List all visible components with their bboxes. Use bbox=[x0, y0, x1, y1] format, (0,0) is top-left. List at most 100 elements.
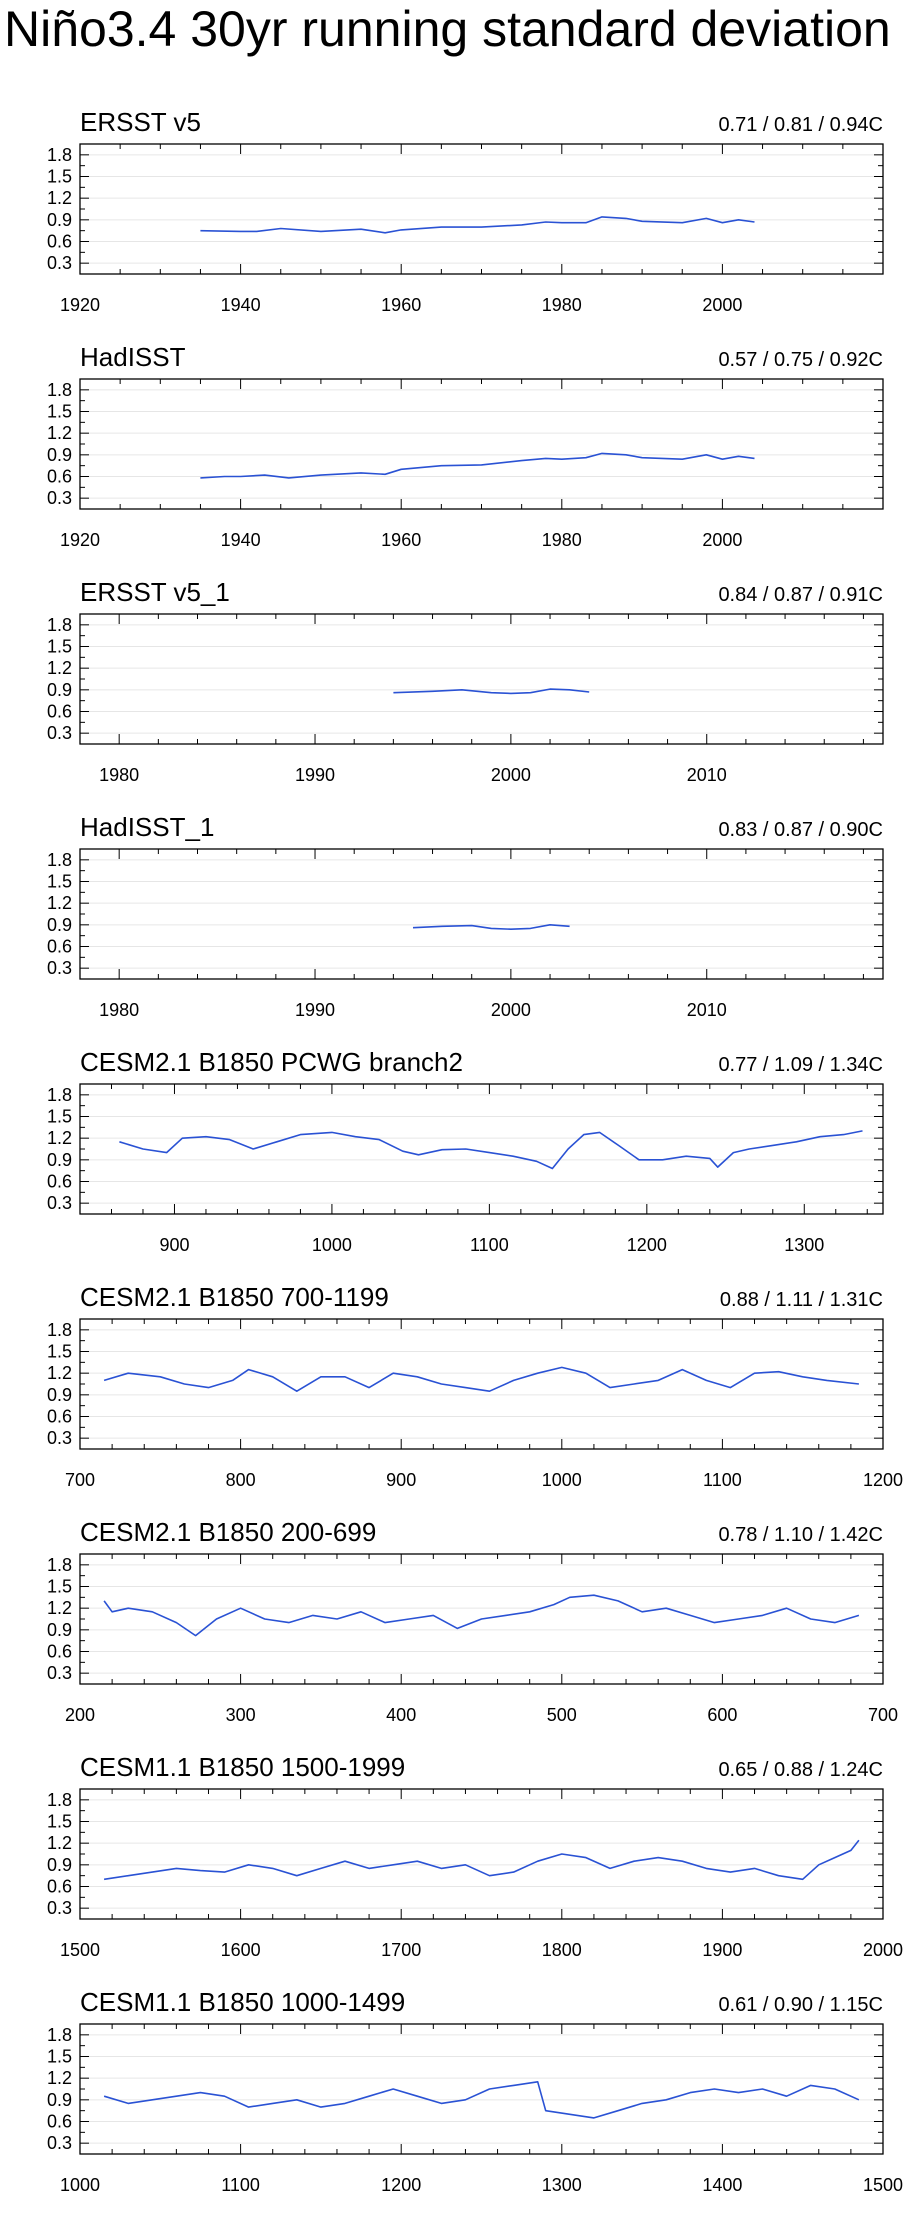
plot-frame bbox=[79, 613, 884, 745]
x-tick-label: 400 bbox=[386, 1705, 416, 1725]
y-tick-label: 1.2 bbox=[47, 893, 72, 913]
x-tick-label: 300 bbox=[226, 1705, 256, 1725]
y-tick-label: 0.6 bbox=[47, 232, 72, 252]
y-tick-label: 1.2 bbox=[47, 1363, 72, 1383]
chart-panel: HadISST_1 0.83 / 0.87 / 0.90C 0.30.60.91.2… bbox=[47, 812, 884, 1020]
series-line bbox=[103, 1594, 860, 1637]
y-tick-label: 1.5 bbox=[47, 1107, 72, 1127]
x-tick-label: 1700 bbox=[381, 1940, 421, 1960]
x-tick-label: 1920 bbox=[60, 295, 100, 315]
x-tick-label: 200 bbox=[65, 1705, 95, 1725]
panel-title: HadISST bbox=[80, 342, 186, 372]
panel-title: CESM1.1 B1850 1500-1999 bbox=[80, 1752, 405, 1782]
panel-title: CESM1.1 B1850 1000-1499 bbox=[80, 1987, 405, 2017]
y-tick-label: 0.3 bbox=[47, 1193, 72, 1213]
series-line bbox=[393, 688, 590, 695]
x-tick-label: 1100 bbox=[703, 1470, 742, 1490]
y-tick-label: 1.2 bbox=[47, 423, 72, 443]
x-tick-label: 1200 bbox=[627, 1235, 667, 1255]
chart-panel: ERSST v5 0.71 / 0.81 / 0.94C0.30.60.91.21… bbox=[47, 107, 884, 315]
y-tick-label: 0.6 bbox=[47, 1407, 72, 1427]
panel-title: HadISST_1 bbox=[80, 812, 214, 842]
x-tick-label: 2000 bbox=[702, 295, 742, 315]
y-tick-label: 0.9 bbox=[47, 210, 72, 230]
y-tick-label: 1.8 bbox=[47, 615, 72, 635]
y-tick-label: 0.6 bbox=[47, 1877, 72, 1897]
x-tick-label: 1990 bbox=[295, 1000, 335, 1020]
y-tick-label: 0.9 bbox=[47, 680, 72, 700]
y-tick-label: 0.6 bbox=[47, 467, 72, 487]
x-tick-label: 1980 bbox=[542, 530, 582, 550]
series-line bbox=[103, 2081, 860, 2119]
y-tick-label: 0.3 bbox=[47, 1663, 72, 1683]
x-tick-label: 1980 bbox=[99, 765, 139, 785]
y-tick-label: 1.5 bbox=[47, 637, 72, 657]
x-tick-label: 1990 bbox=[295, 765, 335, 785]
x-tick-label: 2010 bbox=[687, 1000, 727, 1020]
x-tick-label: 2000 bbox=[491, 1000, 531, 1020]
y-tick-label: 1.8 bbox=[47, 1790, 72, 1810]
chart-panel: CESM1.1 B1850 1000-1499 0.61 / 0.90 / 1.1… bbox=[47, 1987, 903, 2195]
series-line bbox=[103, 1839, 860, 1881]
y-tick-label: 0.6 bbox=[47, 937, 72, 957]
y-tick-label: 1.5 bbox=[47, 2047, 72, 2067]
plot-frame bbox=[79, 1318, 884, 1450]
y-tick-label: 1.5 bbox=[47, 1342, 72, 1362]
series-line bbox=[412, 923, 570, 931]
y-tick-label: 0.6 bbox=[47, 2112, 72, 2132]
x-tick-label: 1940 bbox=[221, 295, 261, 315]
y-tick-label: 1.5 bbox=[47, 167, 72, 187]
x-tick-label: 1500 bbox=[60, 1940, 100, 1960]
x-tick-label: 1980 bbox=[99, 1000, 139, 1020]
x-tick-label: 1000 bbox=[312, 1235, 352, 1255]
x-tick-label: 1960 bbox=[381, 530, 421, 550]
y-tick-label: 0.3 bbox=[47, 2133, 72, 2153]
x-tick-label: 1100 bbox=[470, 1235, 509, 1255]
panel-title: CESM2.1 B1850 PCWG branch2 bbox=[80, 1047, 463, 1077]
y-tick-label: 1.5 bbox=[47, 1812, 72, 1832]
x-tick-label: 1980 bbox=[542, 295, 582, 315]
panel-stats: 0.77 / 1.09 / 1.34C bbox=[718, 1054, 883, 1076]
panel-stats: 0.78 / 1.10 / 1.42C bbox=[718, 1524, 883, 1546]
y-tick-label: 0.3 bbox=[47, 1898, 72, 1918]
y-tick-label: 1.8 bbox=[47, 1555, 72, 1575]
panel-title: CESM2.1 B1850 700-1199 bbox=[80, 1282, 389, 1312]
plot-frame bbox=[79, 143, 884, 275]
chart-panel: CESM1.1 B1850 1500-1999 0.65 / 0.88 / 1.2… bbox=[47, 1752, 903, 1960]
x-tick-label: 1900 bbox=[702, 1940, 742, 1960]
plot-frame bbox=[79, 1788, 884, 1920]
y-tick-label: 1.8 bbox=[47, 2025, 72, 2045]
y-tick-label: 0.9 bbox=[47, 2090, 72, 2110]
y-tick-label: 0.3 bbox=[47, 488, 72, 508]
x-tick-label: 1000 bbox=[60, 2175, 100, 2195]
x-tick-label: 1920 bbox=[60, 530, 100, 550]
y-tick-label: 0.9 bbox=[47, 915, 72, 935]
y-tick-label: 0.3 bbox=[47, 958, 72, 978]
y-tick-label: 1.8 bbox=[47, 850, 72, 870]
x-tick-label: 1940 bbox=[221, 530, 261, 550]
y-tick-label: 1.5 bbox=[47, 402, 72, 422]
x-tick-label: 1300 bbox=[542, 2175, 582, 2195]
x-tick-label: 800 bbox=[226, 1470, 256, 1490]
x-tick-label: 1400 bbox=[702, 2175, 742, 2195]
y-tick-label: 0.6 bbox=[47, 1642, 72, 1662]
panel-stats: 0.88 / 1.11 / 1.31C bbox=[720, 1289, 883, 1311]
x-tick-label: 600 bbox=[707, 1705, 737, 1725]
x-tick-label: 1300 bbox=[784, 1235, 824, 1255]
chart-panel: ERSST v5_1 0.84 / 0.87 / 0.91C0.30.60.91.… bbox=[47, 577, 884, 785]
y-tick-label: 0.3 bbox=[47, 253, 72, 273]
x-tick-label: 1500 bbox=[863, 2175, 903, 2195]
panel-stats: 0.84 / 0.87 / 0.91C bbox=[718, 584, 883, 606]
y-tick-label: 0.6 bbox=[47, 1172, 72, 1192]
y-tick-label: 0.9 bbox=[47, 1620, 72, 1640]
y-tick-label: 1.8 bbox=[47, 1085, 72, 1105]
chart-panel: CESM2.1 B1850 PCWG branch2 0.77 / 1.09 / … bbox=[47, 1047, 884, 1255]
y-tick-label: 1.2 bbox=[47, 1128, 72, 1148]
chart-panel: HadISST 0.57 / 0.75 / 0.92C0.30.60.91.21.… bbox=[47, 342, 884, 550]
series-line bbox=[200, 452, 755, 479]
y-tick-label: 0.3 bbox=[47, 723, 72, 743]
x-tick-label: 1800 bbox=[542, 1940, 582, 1960]
y-tick-label: 1.8 bbox=[47, 380, 72, 400]
x-tick-label: 2000 bbox=[863, 1940, 903, 1960]
panel-title: ERSST v5 bbox=[80, 107, 201, 137]
